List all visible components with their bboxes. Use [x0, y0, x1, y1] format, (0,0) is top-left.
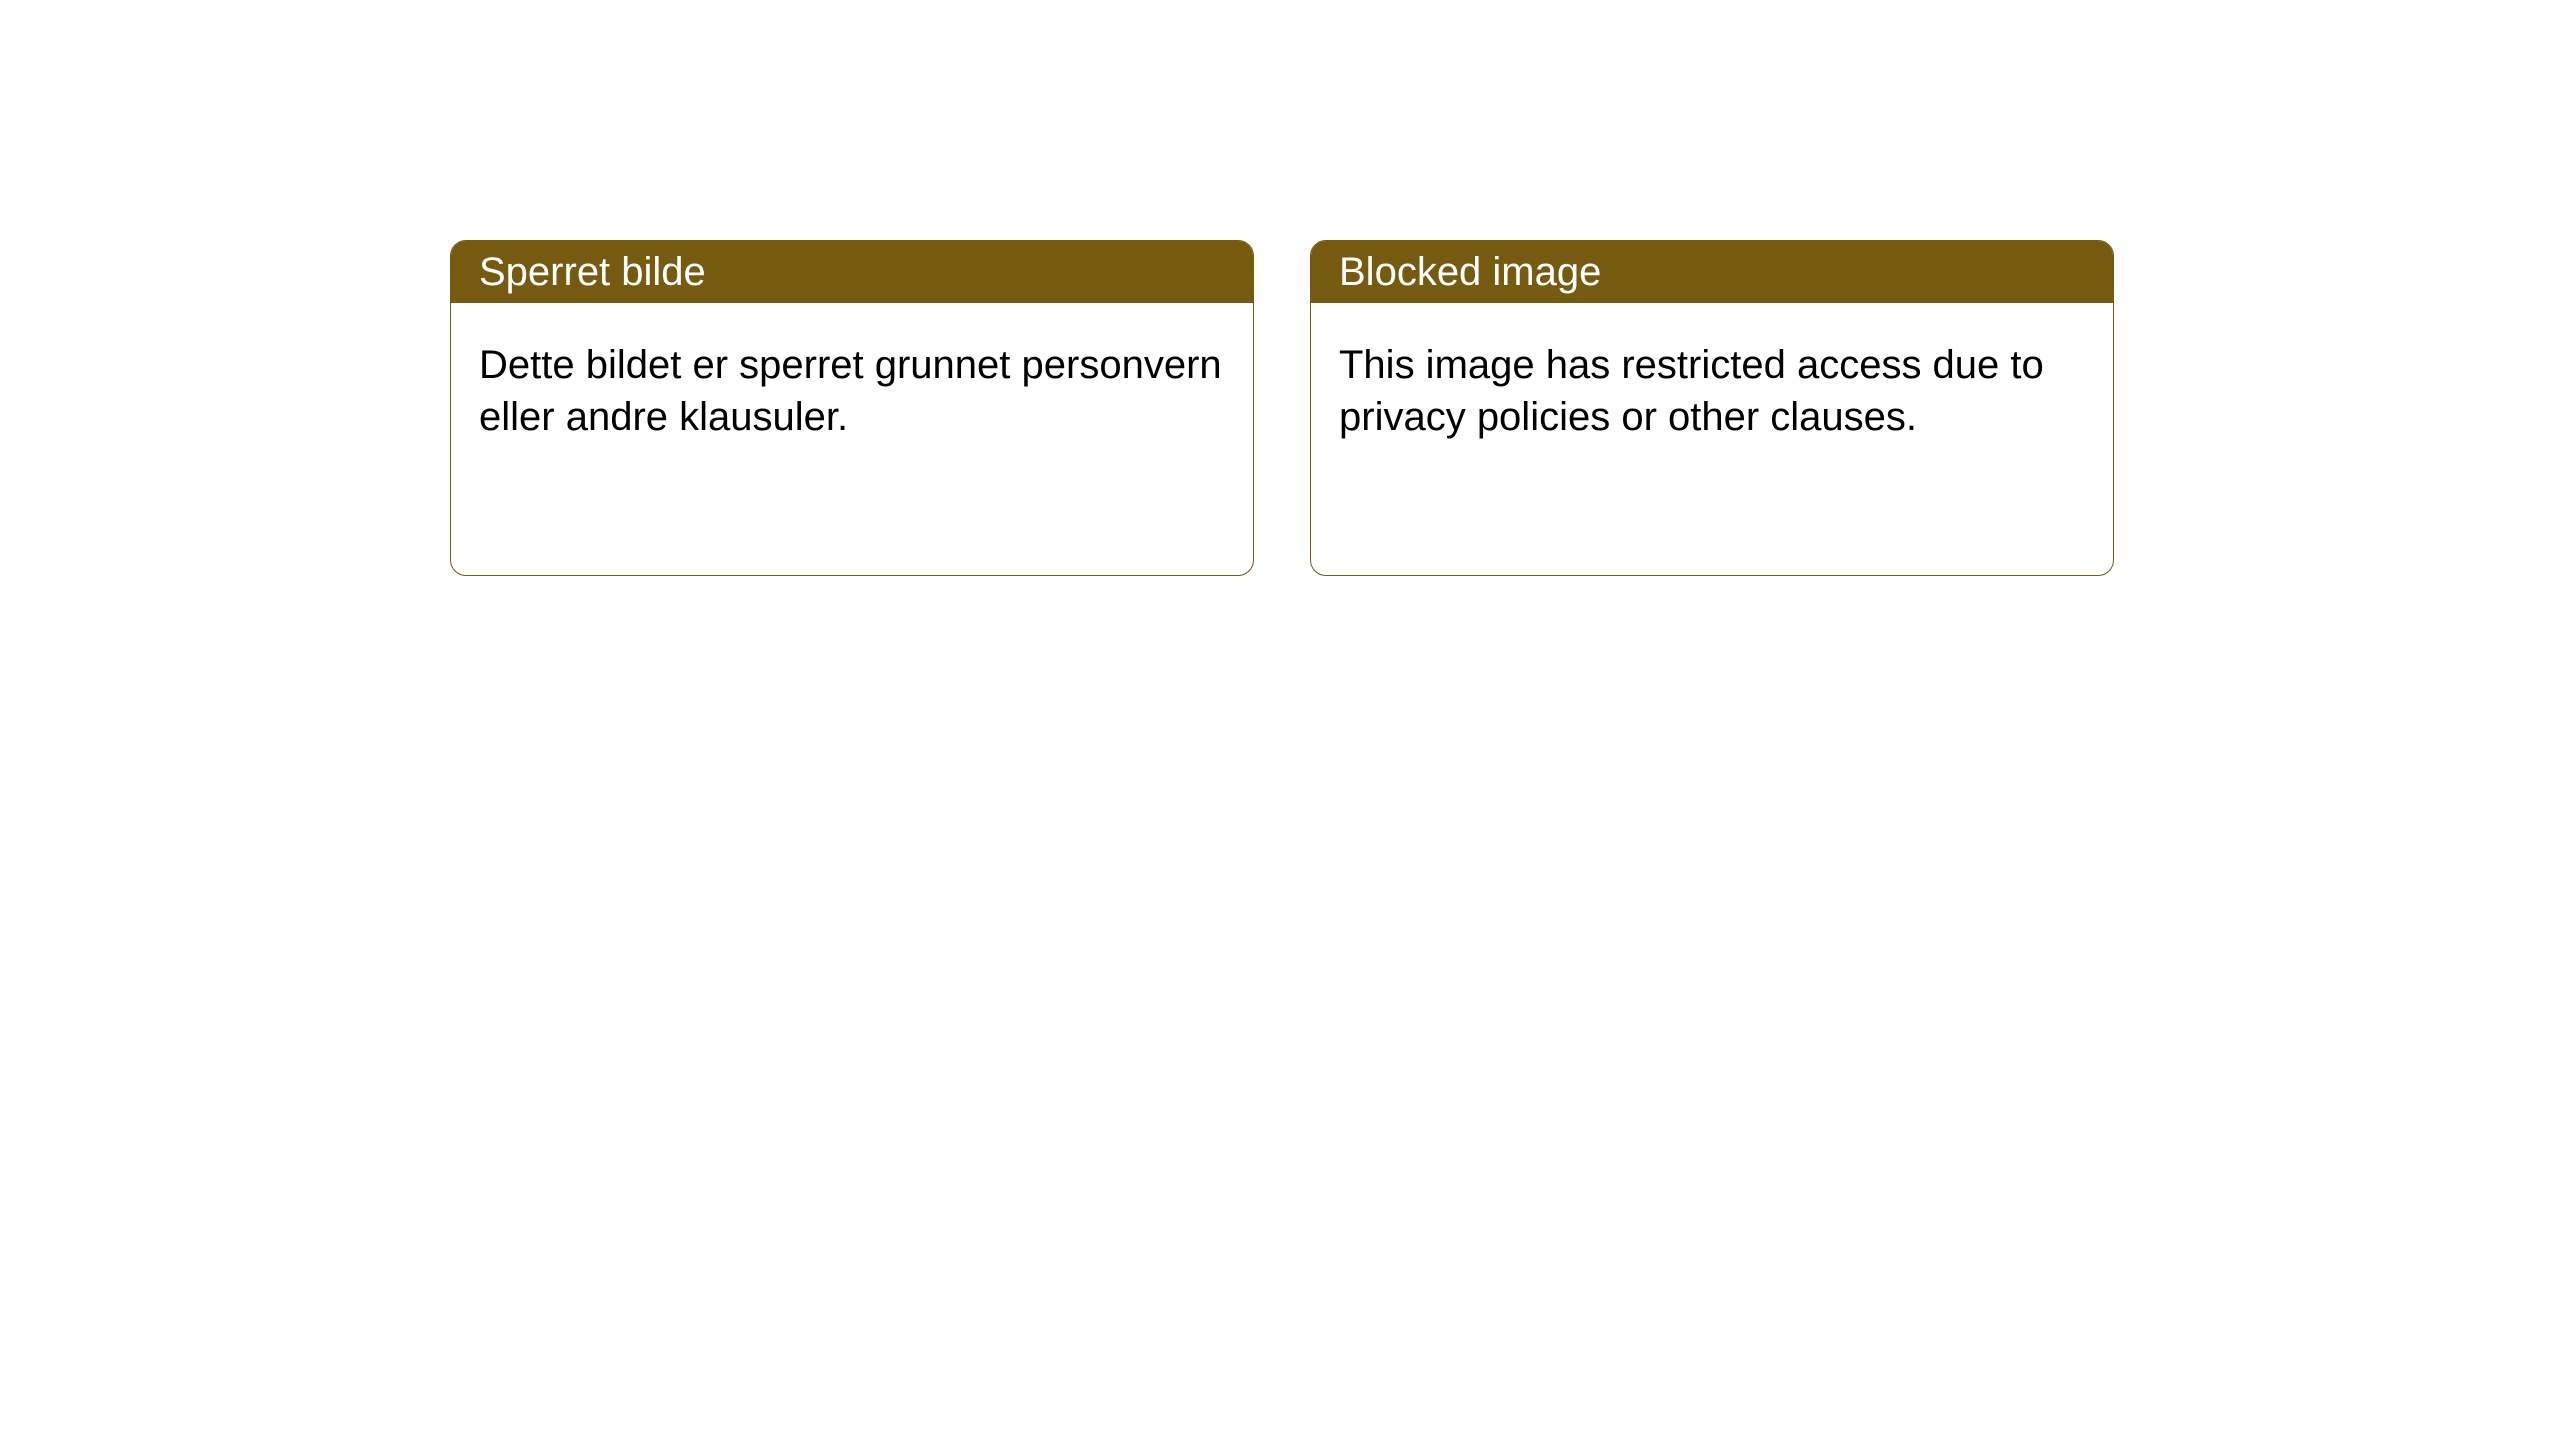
notice-title-en: Blocked image: [1311, 241, 2113, 303]
notice-card-no: Sperret bilde Dette bildet er sperret gr…: [450, 240, 1254, 576]
notice-body-en: This image has restricted access due to …: [1311, 303, 2113, 479]
notice-body-no: Dette bildet er sperret grunnet personve…: [451, 303, 1253, 479]
notice-title-no: Sperret bilde: [451, 241, 1253, 303]
notice-container: Sperret bilde Dette bildet er sperret gr…: [0, 0, 2560, 576]
notice-card-en: Blocked image This image has restricted …: [1310, 240, 2114, 576]
